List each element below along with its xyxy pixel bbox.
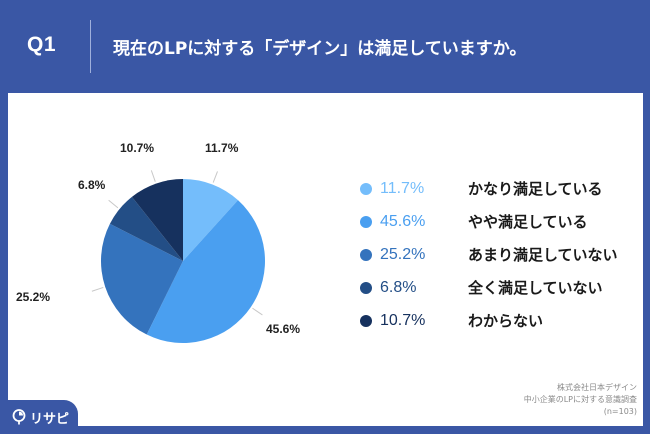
- legend-item: 11.7% かなり満足している: [360, 172, 618, 205]
- slice-label-1: 11.7%: [205, 141, 239, 155]
- source-survey: 中小企業のLPに対する意識調査: [523, 395, 637, 404]
- slice-label-2: 45.6%: [266, 322, 301, 336]
- legend-item: 6.8% 全く満足していない: [360, 271, 618, 304]
- page-title: 現在のLPに対する「デザイン」は満足していますか。: [113, 39, 527, 59]
- legend-label: あまり満足していない: [468, 246, 618, 264]
- pie-slice: [131, 179, 183, 261]
- pie-slice: [146, 200, 265, 343]
- brand-logo: リサピー: [0, 400, 78, 434]
- magnifier-pie-icon: [12, 409, 26, 425]
- legend-label: やや満足している: [468, 213, 588, 231]
- legend-dot-icon: [360, 281, 372, 294]
- legend-label: かなり満足している: [468, 180, 603, 198]
- source-sample-size: (n=103): [603, 407, 637, 416]
- slice-label-3: 25.2%: [16, 290, 51, 304]
- legend-percent: 6.8%: [380, 278, 417, 296]
- header: Q1 現在のLPに対する「デザイン」は満足していますか。: [0, 0, 650, 93]
- legend-dot-icon: [360, 248, 372, 261]
- pie-chart: 11.7% 45.6% 25.2% 6.8% 10.7%: [8, 93, 348, 426]
- legend-dot-icon: [360, 182, 372, 195]
- question-number: Q1: [27, 33, 57, 56]
- pie-slice: [109, 196, 183, 261]
- pie-slice: [183, 179, 238, 261]
- legend-percent: 11.7%: [380, 179, 425, 197]
- legend-item: 10.7% わからない: [360, 304, 618, 337]
- slice-label-5: 10.7%: [120, 141, 155, 155]
- source-company: 株式会社日本デザイン: [557, 383, 637, 392]
- legend-label: わからない: [468, 312, 544, 330]
- legend-percent: 10.7%: [380, 311, 426, 329]
- legend-percent: 25.2%: [380, 245, 426, 263]
- pie-slice: [100, 223, 183, 335]
- header-divider: [90, 20, 91, 73]
- legend-label: 全く満足していない: [468, 279, 603, 297]
- legend-item: 25.2% あまり満足していない: [360, 238, 618, 271]
- chart-legend: 11.7% かなり満足している 45.6% やや満足している 25.2% あまり…: [360, 172, 618, 337]
- legend-dot-icon: [360, 215, 372, 228]
- legend-item: 45.6% やや満足している: [360, 205, 618, 238]
- legend-percent: 45.6%: [380, 212, 426, 230]
- slice-label-4: 6.8%: [78, 178, 106, 192]
- pie-svg: [91, 170, 265, 343]
- legend-dot-icon: [360, 314, 372, 327]
- brand-name: リサピー: [30, 412, 70, 434]
- source-note: 株式会社日本デザイン 中小企業のLPに対する意識調査 (n=103): [524, 382, 637, 418]
- chart-panel: 11.7% 45.6% 25.2% 6.8% 10.7% 11.7% かなり満足…: [8, 93, 643, 426]
